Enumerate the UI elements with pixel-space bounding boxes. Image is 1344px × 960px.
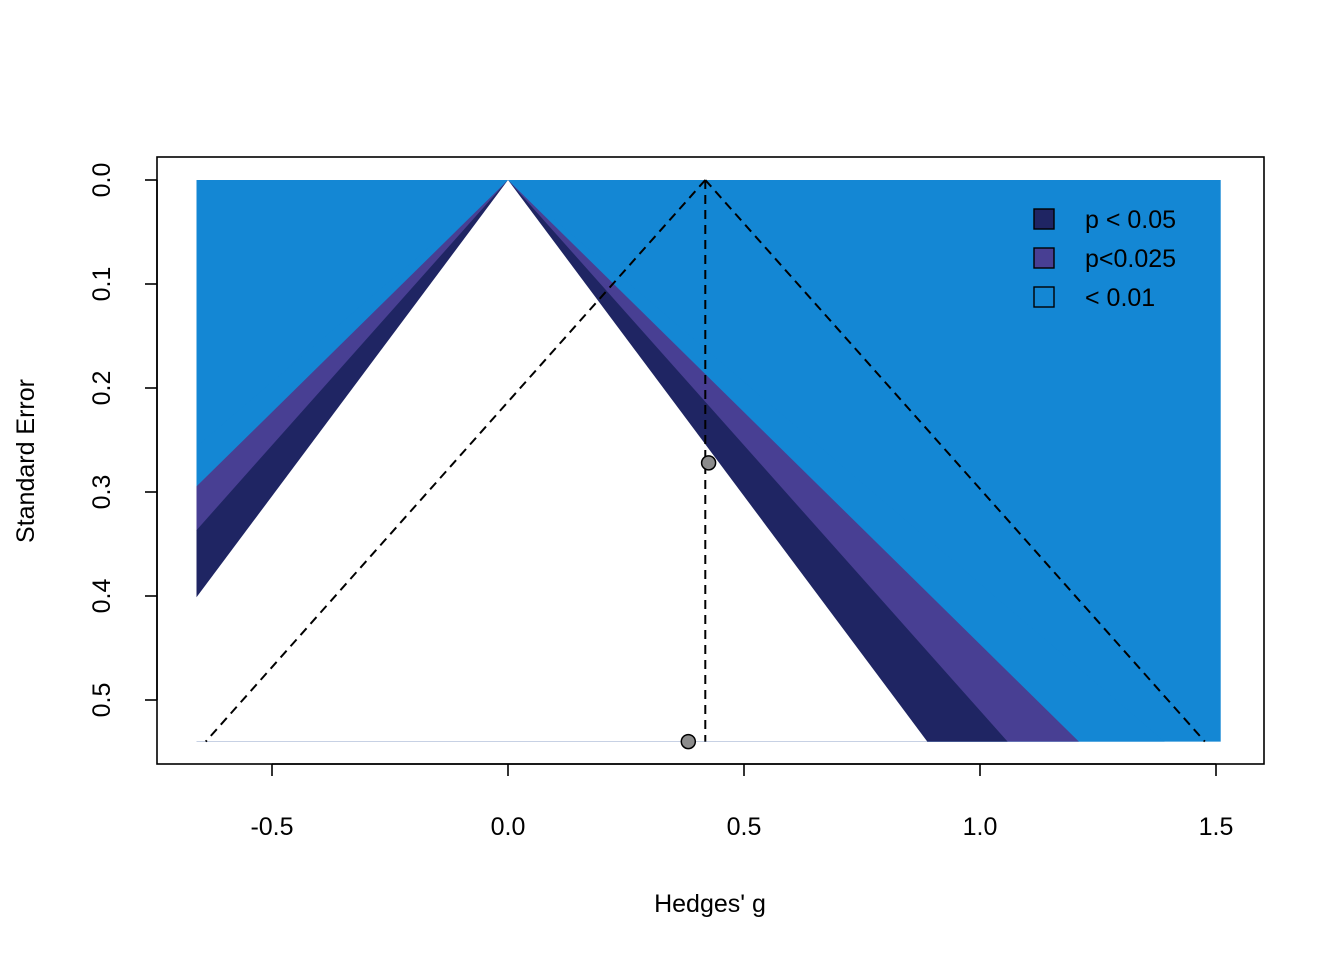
y-axis-title: Standard Error: [12, 379, 40, 543]
data-point-1: [700, 455, 717, 471]
x-tick-label: -0.5: [250, 813, 293, 841]
reference-lines: [204, 179, 1206, 743]
y-tick-label: 0.3: [88, 475, 116, 510]
y-tick-label: 0.5: [88, 683, 116, 718]
y-tick-label: 0.4: [88, 579, 116, 614]
legend-label: < 0.01: [1085, 284, 1155, 312]
funnel-right-line: [704, 179, 1206, 743]
legend-swatch: [1033, 286, 1055, 308]
x-tick-label: 0.0: [491, 813, 526, 841]
x-tick-label: 1.5: [1199, 813, 1234, 841]
y-tick-label: 0.1: [88, 267, 116, 302]
legend-label: p<0.025: [1085, 245, 1176, 273]
x-axis: -0.5 0.0 0.5 1.0 1.5: [250, 763, 1234, 841]
legend-label: p < 0.05: [1085, 206, 1176, 234]
funnel-left-line: [204, 179, 707, 743]
y-tick-label: 0.2: [88, 371, 116, 406]
data-points: [680, 455, 717, 750]
x-tick-label: 0.5: [727, 813, 762, 841]
contour-regions: [196, 180, 1221, 742]
y-tick-label: 0.0: [88, 163, 116, 198]
y-axis: 0.0 0.1 0.2 0.3 0.4 0.5: [88, 163, 158, 718]
data-point-2: [680, 733, 697, 750]
legend-swatch: [1033, 208, 1055, 230]
x-tick-label: 1.0: [963, 813, 998, 841]
x-axis-title: Hedges' g: [654, 890, 766, 918]
legend: p < 0.05 p<0.025 < 0.01: [1033, 206, 1176, 312]
legend-swatch: [1033, 247, 1055, 269]
contour-region-nonsignificant: [196, 180, 928, 742]
